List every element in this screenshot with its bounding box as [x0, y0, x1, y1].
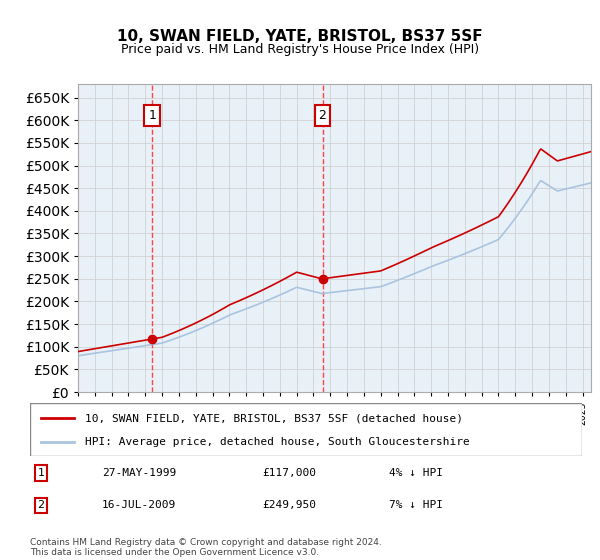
Text: 1: 1 — [148, 109, 156, 122]
Text: 27-MAY-1999: 27-MAY-1999 — [102, 468, 176, 478]
Text: £249,950: £249,950 — [262, 501, 316, 510]
Text: 10, SWAN FIELD, YATE, BRISTOL, BS37 5SF (detached house): 10, SWAN FIELD, YATE, BRISTOL, BS37 5SF … — [85, 413, 463, 423]
Text: 4% ↓ HPI: 4% ↓ HPI — [389, 468, 443, 478]
Text: 10, SWAN FIELD, YATE, BRISTOL, BS37 5SF: 10, SWAN FIELD, YATE, BRISTOL, BS37 5SF — [117, 29, 483, 44]
Text: 1: 1 — [38, 468, 44, 478]
Text: 2: 2 — [37, 501, 44, 510]
Text: £117,000: £117,000 — [262, 468, 316, 478]
Text: Price paid vs. HM Land Registry's House Price Index (HPI): Price paid vs. HM Land Registry's House … — [121, 43, 479, 56]
FancyBboxPatch shape — [30, 403, 582, 456]
Text: HPI: Average price, detached house, South Gloucestershire: HPI: Average price, detached house, Sout… — [85, 436, 470, 446]
Text: 2: 2 — [319, 109, 326, 122]
Text: 16-JUL-2009: 16-JUL-2009 — [102, 501, 176, 510]
Text: 7% ↓ HPI: 7% ↓ HPI — [389, 501, 443, 510]
Text: Contains HM Land Registry data © Crown copyright and database right 2024.
This d: Contains HM Land Registry data © Crown c… — [30, 538, 382, 557]
